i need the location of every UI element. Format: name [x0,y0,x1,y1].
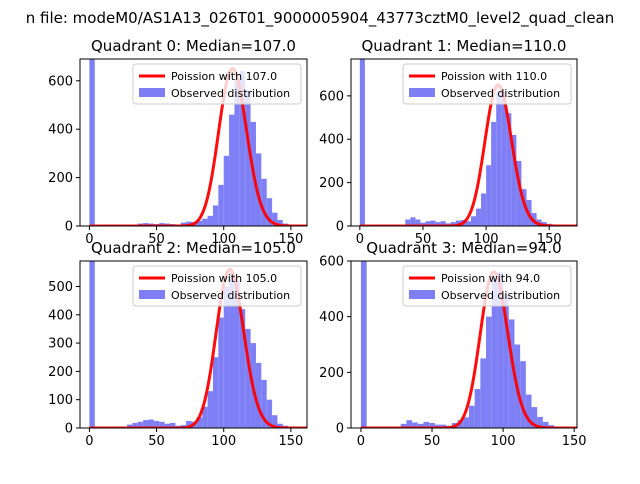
y-tick-label: 500 [48,280,73,295]
histogram-bar [466,221,471,226]
histogram-bar [208,391,213,428]
legend-entry: Poission with 105.0 [171,272,277,285]
histogram-bar [469,406,475,428]
chart-title: Quadrant 2: Median=105.0 [91,239,296,257]
x-tick-label: 0 [357,434,365,449]
figure-suptitle: n file: modeM0/AS1A13_026T01_9000005904_… [26,9,615,28]
chart-title: Quadrant 1: Median=110.0 [362,37,567,55]
histogram-bar [208,216,213,226]
legend: Poission with 94.0 Observed distribution [403,266,571,306]
histogram-bar [202,219,207,226]
y-tick-label: 400 [319,133,344,148]
histogram-bar [360,59,365,226]
x-tick-label: 0 [356,232,364,247]
x-tick-label: 100 [491,434,516,449]
x-tick-label: 50 [424,434,441,449]
histogram-bar [481,193,486,226]
histogram-bar [218,318,223,428]
histogram-bar [218,185,223,226]
legend-entry: Poission with 94.0 [441,272,540,285]
histogram-bar [496,92,501,226]
histogram-bar [491,122,496,226]
histogram-bar [89,261,94,428]
chart-panel-3: 0 50 100 150 0 200 400 600 Quadrant 3: Median=94… [319,239,586,449]
histogram-bar [256,363,261,428]
y-tick-label: 0 [336,220,344,235]
legend: Poission with 105.0 Observed distribution [133,266,301,306]
y-tick-label: 600 [319,255,344,270]
legend-entry: Observed distribution [441,87,560,100]
y-tick-label: 400 [48,308,73,323]
y-tick-label: 200 [319,176,344,191]
y-tick-label: 0 [336,422,344,437]
legend-entry: Observed distribution [441,289,560,302]
legend: Poission with 107.0 Observed distribution [133,64,301,104]
histogram-bar [224,286,229,428]
histogram-bar [520,361,526,428]
chart-panel-2: 0 50 100 150 0 100 200 300 400 500 Quadrant 2: Med… [48,239,307,449]
legend-bar-swatch [139,88,165,97]
histogram-bar [213,205,218,226]
legend-bar-swatch [409,88,435,97]
legend-bar-swatch [409,290,435,299]
histogram-bar [486,165,491,226]
y-tick-label: 300 [48,337,73,352]
x-tick-label: 0 [85,434,93,449]
legend-entry: Observed distribution [171,87,290,100]
y-tick-label: 0 [65,422,73,437]
y-tick-label: 0 [65,220,73,235]
legend-entry: Poission with 107.0 [171,70,277,83]
chart-title: Quadrant 0: Median=107.0 [91,37,296,55]
histogram-bar [480,358,486,428]
legend-entry: Poission with 110.0 [441,70,547,83]
y-tick-label: 400 [319,310,344,325]
y-tick-label: 200 [48,171,73,186]
legend-bar-swatch [139,290,165,299]
histogram-bar [476,209,481,226]
poisson-curve [360,85,577,226]
x-tick-label: 150 [562,434,587,449]
chart-title: Quadrant 3: Median=94.0 [366,239,561,257]
y-tick-label: 200 [48,365,73,380]
histogram-bar [486,317,492,428]
histogram-bar [261,179,266,226]
legend: Poission with 110.0 Observed distribution [403,64,571,104]
legend-entry: Observed distribution [171,289,290,302]
y-tick-label: 100 [48,393,73,408]
y-tick-label: 400 [48,123,73,138]
x-tick-label: 150 [278,434,303,449]
histogram-bar [471,216,476,226]
histogram-bar [361,261,367,428]
y-tick-label: 200 [319,366,344,381]
x-tick-label: 50 [148,434,165,449]
y-tick-label: 600 [48,74,73,89]
histogram-bar [463,417,469,428]
histogram-bar [229,115,234,226]
histogram-bar [475,389,481,428]
x-tick-label: 100 [211,434,236,449]
y-tick-label: 600 [319,89,344,104]
histogram-bar [89,59,94,226]
histogram-bar [224,156,229,226]
histogram-bar [213,357,218,428]
